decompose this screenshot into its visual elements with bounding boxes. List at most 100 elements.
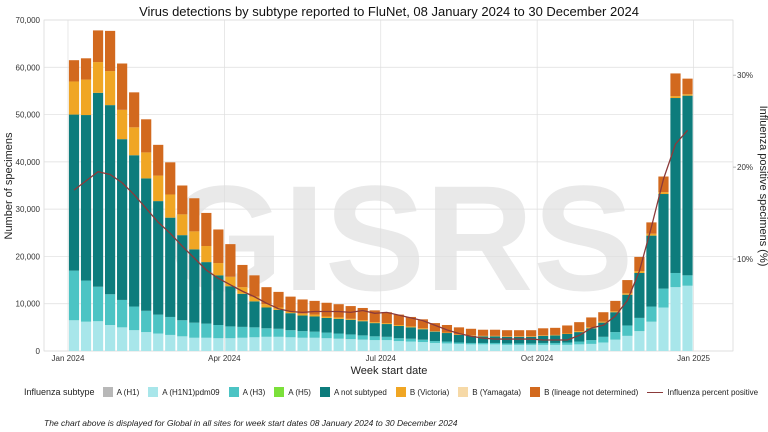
bar-stack [526,330,537,351]
bar-stack [189,198,200,351]
bar-segment [574,322,585,332]
bar-segment [297,299,308,314]
bar-segment [104,30,116,72]
watermark-logo: GISRS [167,154,634,322]
bar-segment [165,194,176,218]
bar-stack [453,327,465,351]
bar-stack [68,60,80,351]
bar-segment [658,176,669,193]
bar-stack [297,299,308,351]
bar-segment [357,335,368,340]
bar-segment [309,300,320,315]
bar-segment [177,336,188,351]
bar-segment [165,162,176,195]
bar-segment [153,314,164,334]
bar-segment [129,127,140,156]
bar-segment [622,325,633,336]
bar-segment [670,272,681,288]
bar-segment [80,115,92,281]
bar-segment [393,341,404,351]
bar-segment [501,336,513,344]
bar-segment [153,201,164,315]
bar-stack [489,329,501,351]
bar-segment [237,326,248,338]
y2-tick-label: 20% [737,163,753,172]
bar-segment [598,322,609,337]
bar-segment [141,178,152,311]
bar-stack [92,30,104,351]
bar-segment [658,307,669,351]
bar-segment [201,212,212,247]
bar-stack [393,314,404,351]
bar-segment [646,306,657,322]
bar-segment [285,313,296,331]
bar-segment [501,330,513,337]
legend-line-swatch [647,391,664,393]
bar-segment [285,337,296,351]
bar-segment [477,344,489,351]
legend-item: A not subtyped [319,387,387,397]
bar-stack [586,317,597,351]
bar-segment [80,280,92,322]
bar-segment [285,311,296,314]
bar-stack [201,212,212,351]
bar-segment [117,63,128,110]
legend-item: A (H1) [102,387,139,397]
bar-segment [670,96,681,99]
bar-segment [417,319,428,329]
bar-segment [393,325,404,339]
percent-positive-line [73,129,689,341]
bar-segment [586,343,597,351]
bar-stack [237,264,248,351]
y-tick-label: 20,000 [16,252,41,261]
bar-segment [165,316,176,335]
bar-segment [177,185,188,215]
bar-segment [417,328,428,330]
bar-segment [465,328,477,336]
bar-segment [453,343,465,351]
x-tick-label: Apr 2024 [208,354,241,363]
bar-segment [670,73,681,97]
bar-segment [68,60,80,82]
y-tick-label: 50,000 [16,111,41,120]
bar-segment [381,323,392,325]
bar-segment [333,304,344,318]
bar-segment [369,323,380,337]
bar-segment [261,307,272,329]
bar-segment [104,294,116,325]
bar-segment [333,317,344,319]
bar-segment [465,335,477,343]
bar-segment [249,296,260,302]
bar-segment [309,316,320,332]
bar-segment [369,322,380,324]
bar-stack [129,92,140,351]
bar-segment [129,92,140,128]
bar-segment [213,338,224,351]
bar-segment [381,336,392,341]
bar-segment [634,256,645,272]
bar-segment [321,302,332,317]
y-tick-label: 60,000 [16,63,41,72]
legend-swatch [319,387,330,397]
bar-segment [574,344,585,351]
bar-stack [550,327,561,351]
bar-segment [501,344,513,351]
legend-line-label: Influenza percent positive [667,387,759,397]
axes: 0 10,000 20,000 30,000 40,000 50,000 60,000 70,… [16,16,753,363]
bar-segment [369,340,380,351]
bar-segment [68,81,80,115]
bar-segment [682,285,693,351]
bar-stack [273,291,284,351]
bar-stack [441,324,453,351]
bar-stack [153,144,164,351]
bar-stack [309,300,320,351]
bar-segment [610,300,621,312]
bar-segment [526,330,537,337]
bar-segment [381,340,392,351]
bar-segment [177,214,188,236]
bar-segment [309,331,320,338]
x-tick-label: Oct 2024 [521,354,554,363]
bar-stack [261,287,272,351]
bar-segment [514,330,525,337]
bar-segment [189,249,200,323]
